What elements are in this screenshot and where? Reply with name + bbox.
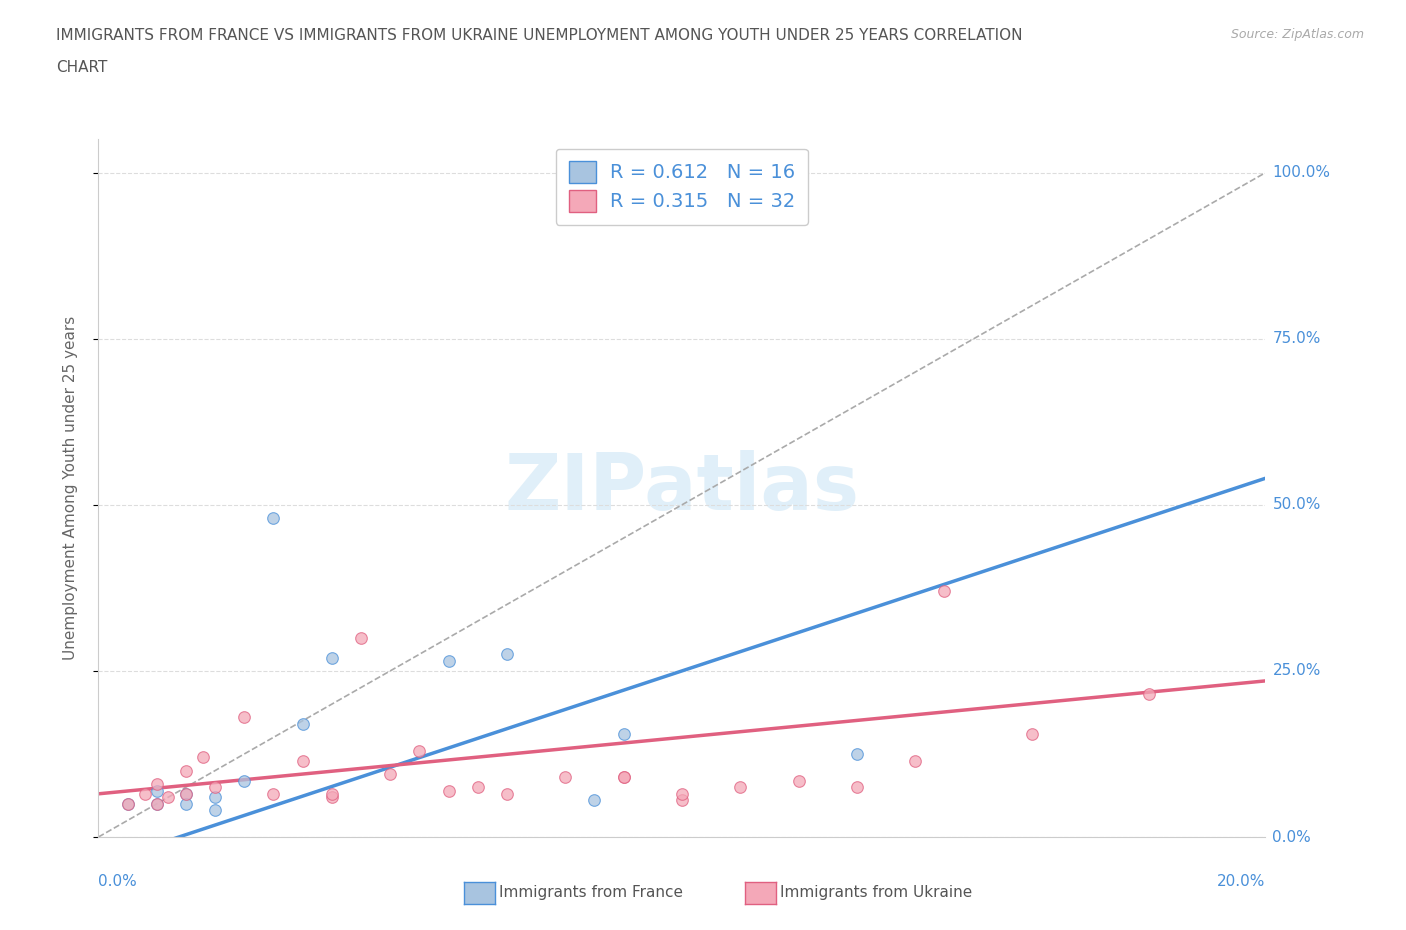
Point: [495, 787, 517, 802]
Point: [612, 770, 634, 785]
Text: Source: ZipAtlas.com: Source: ZipAtlas.com: [1230, 28, 1364, 41]
Point: [467, 779, 489, 794]
Point: [174, 787, 197, 802]
Point: [1021, 726, 1043, 741]
Text: 50.0%: 50.0%: [1272, 498, 1320, 512]
Point: [174, 787, 197, 802]
Text: 100.0%: 100.0%: [1272, 166, 1330, 180]
Text: ZIPatlas: ZIPatlas: [505, 450, 859, 526]
Point: [787, 773, 810, 788]
Text: Immigrants from France: Immigrants from France: [499, 885, 683, 900]
Point: [193, 750, 215, 764]
Text: Immigrants from Ukraine: Immigrants from Ukraine: [780, 885, 973, 900]
Point: [728, 779, 751, 794]
Text: 20.0%: 20.0%: [1218, 874, 1265, 889]
Text: IMMIGRANTS FROM FRANCE VS IMMIGRANTS FROM UKRAINE UNEMPLOYMENT AMONG YOUTH UNDER: IMMIGRANTS FROM FRANCE VS IMMIGRANTS FRO…: [56, 28, 1022, 43]
Point: [174, 764, 197, 778]
Point: [437, 783, 460, 798]
Text: CHART: CHART: [56, 60, 108, 75]
Point: [1137, 686, 1160, 701]
Point: [671, 787, 693, 802]
Point: [495, 647, 517, 662]
Point: [845, 779, 868, 794]
Point: [157, 790, 180, 804]
Point: [146, 783, 169, 798]
Point: [408, 743, 430, 758]
Point: [321, 787, 343, 802]
Point: [146, 777, 169, 791]
Point: [612, 770, 634, 785]
Point: [934, 584, 956, 599]
Point: [554, 770, 576, 785]
Text: 0.0%: 0.0%: [98, 874, 138, 889]
Point: [291, 717, 314, 732]
Point: [204, 779, 226, 794]
Point: [146, 796, 169, 811]
Point: [146, 796, 169, 811]
Point: [117, 796, 139, 811]
Point: [233, 773, 256, 788]
Point: [350, 631, 373, 645]
Point: [291, 753, 314, 768]
Point: [904, 753, 927, 768]
Point: [321, 790, 343, 804]
Point: [612, 726, 634, 741]
Point: [845, 747, 868, 762]
Point: [583, 793, 606, 808]
Text: 0.0%: 0.0%: [1272, 830, 1312, 844]
Point: [134, 787, 156, 802]
Point: [204, 803, 226, 817]
Point: [262, 787, 284, 802]
Text: 75.0%: 75.0%: [1272, 331, 1320, 346]
Point: [378, 766, 402, 781]
Point: [174, 796, 197, 811]
Text: 25.0%: 25.0%: [1272, 663, 1320, 678]
Point: [233, 710, 256, 724]
Point: [204, 790, 226, 804]
Y-axis label: Unemployment Among Youth under 25 years: Unemployment Among Youth under 25 years: [63, 316, 77, 660]
Point: [117, 796, 139, 811]
Point: [321, 650, 343, 665]
Point: [262, 511, 284, 525]
Point: [437, 654, 460, 669]
Legend: R = 0.612   N = 16, R = 0.315   N = 32: R = 0.612 N = 16, R = 0.315 N = 32: [555, 149, 808, 225]
Point: [671, 793, 693, 808]
